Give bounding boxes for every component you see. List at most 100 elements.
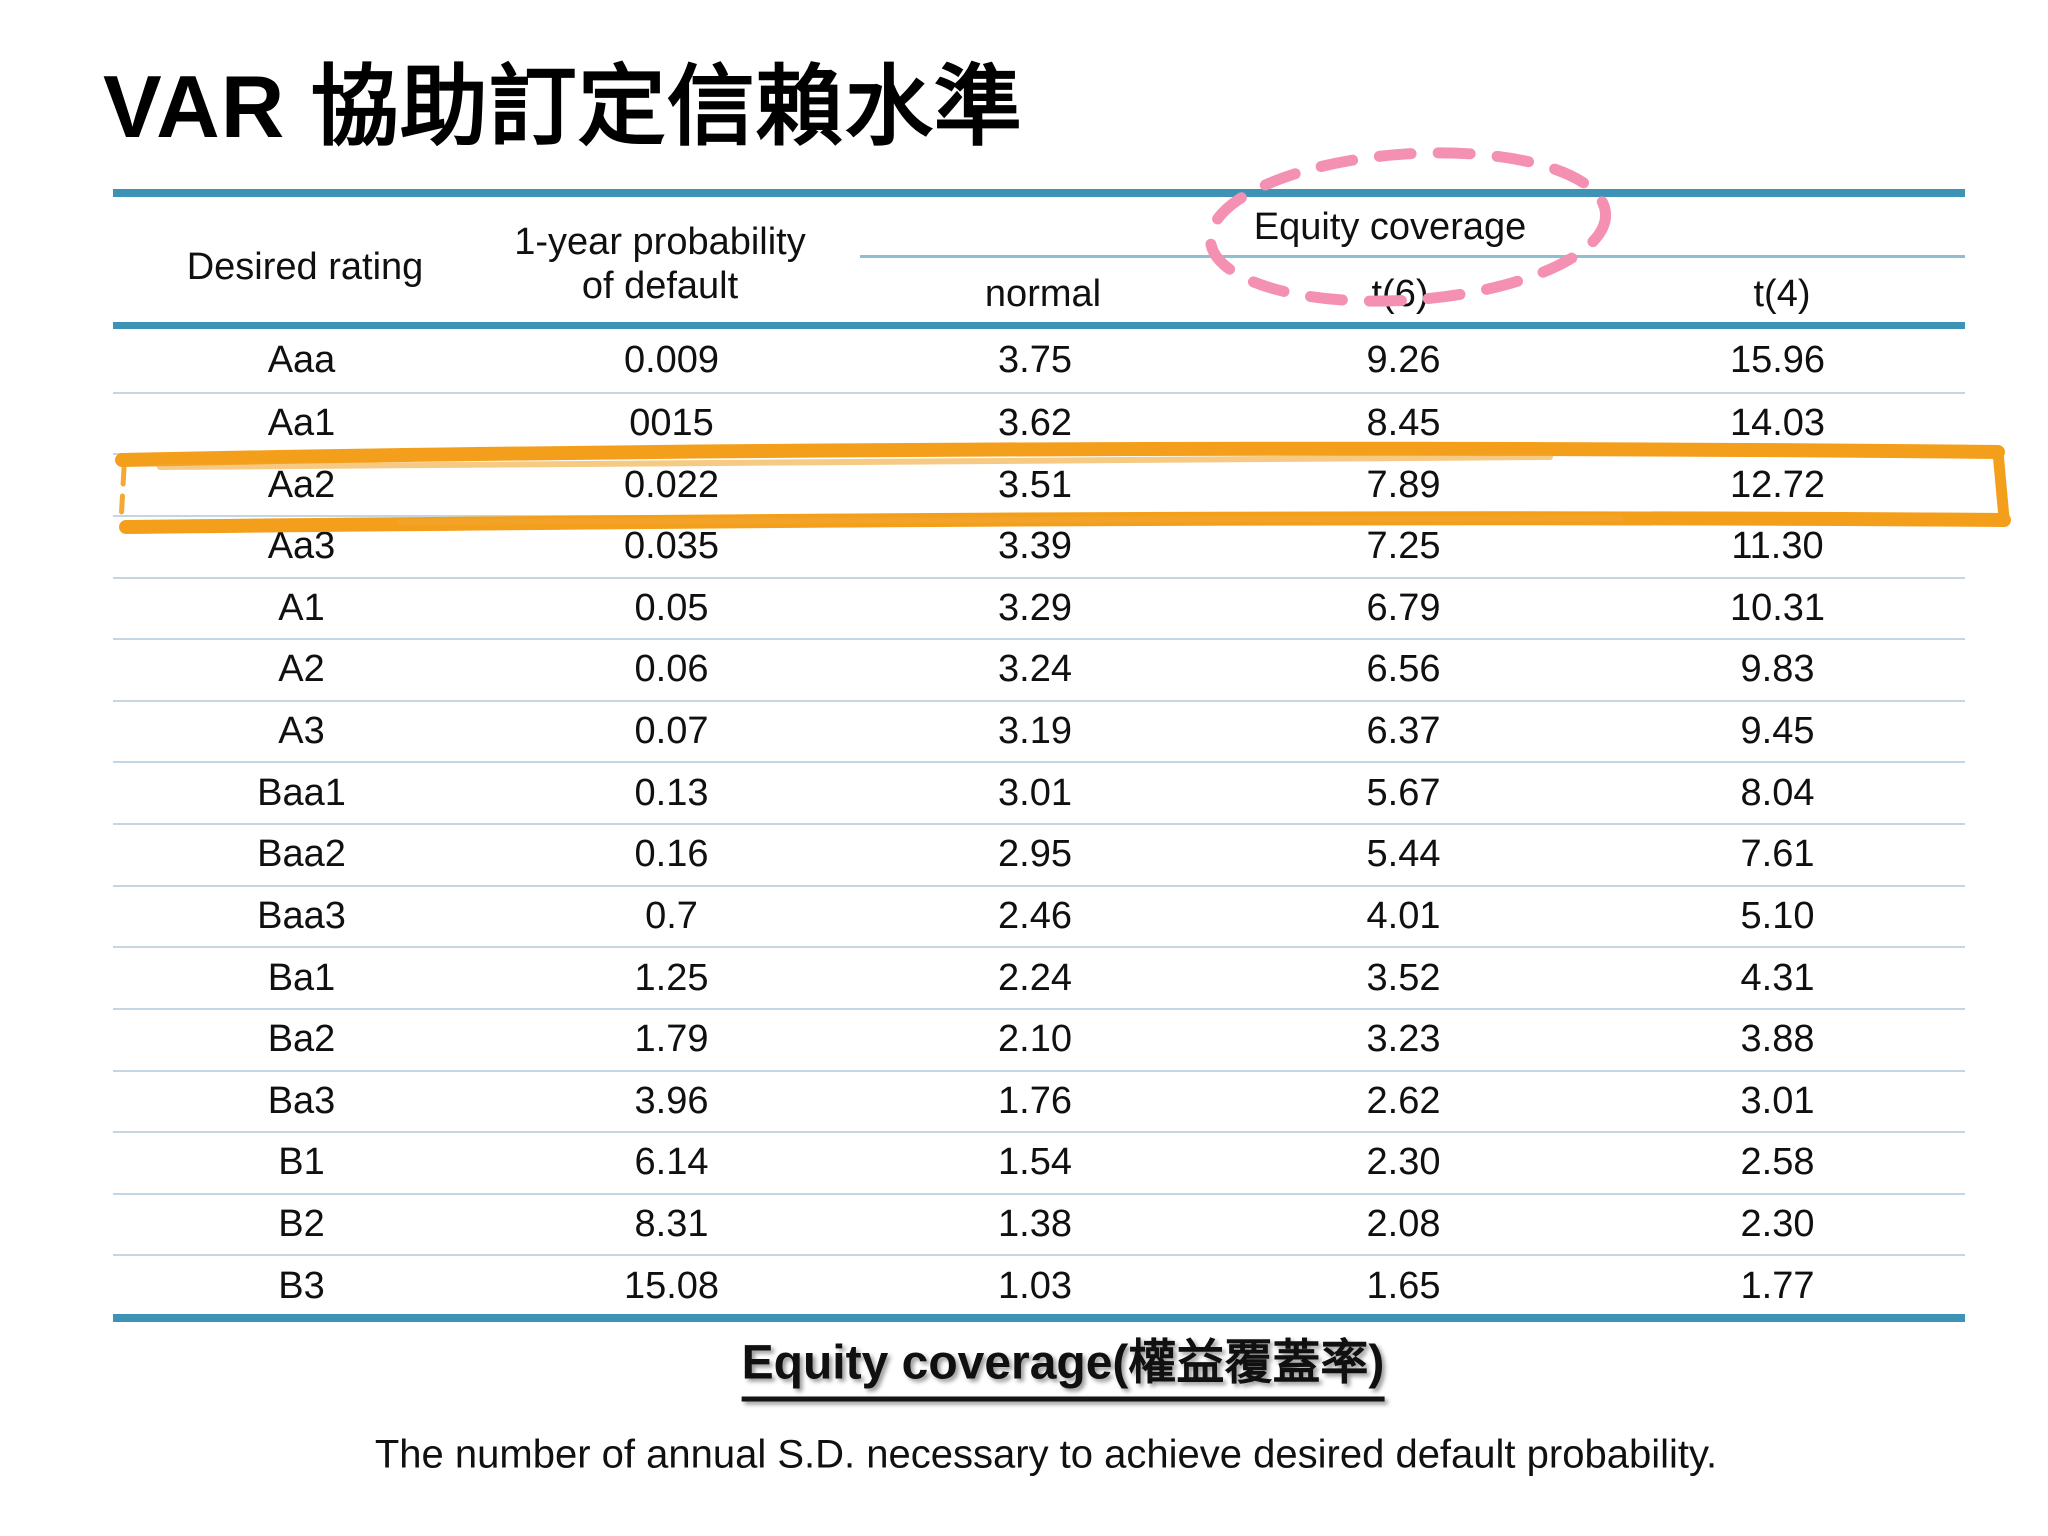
normal-cell: 1.54 — [998, 1141, 1072, 1184]
t6-cell: 7.89 — [1366, 463, 1441, 506]
t4-cell: 2.58 — [1740, 1141, 1815, 1184]
table-header-rule — [113, 322, 1965, 329]
t6-cell: 5.67 — [1366, 771, 1441, 814]
t4-cell: 10.31 — [1729, 586, 1826, 629]
table-row: Aa2 0.022 3.51 7.89 12.72 — [113, 453, 1965, 515]
rating-cell: A2 — [278, 648, 325, 691]
table-row: B3 15.08 1.03 1.65 1.77 — [113, 1254, 1965, 1316]
probability-cell: 1.79 — [634, 1018, 709, 1061]
probability-cell: 0.06 — [634, 648, 709, 691]
normal-cell: 3.62 — [998, 401, 1072, 444]
probability-cell: 0.13 — [634, 771, 709, 814]
t6-cell: 2.30 — [1366, 1141, 1441, 1184]
probability-cell: 1.25 — [634, 956, 709, 999]
table-row: Baa1 0.13 3.01 5.67 8.04 — [113, 761, 1965, 823]
normal-cell: 2.10 — [998, 1018, 1072, 1061]
normal-cell: 1.76 — [998, 1079, 1072, 1122]
normal-cell: 3.39 — [998, 525, 1072, 568]
t6-cell: 8.45 — [1366, 401, 1441, 444]
col-header-normal: normal — [984, 273, 1102, 315]
rating-cell: B2 — [278, 1203, 325, 1246]
probability-cell: 15.08 — [623, 1264, 720, 1307]
normal-cell: 2.95 — [998, 833, 1072, 876]
normal-cell: 2.24 — [998, 956, 1072, 999]
col-header-probability-line1: 1-year probability — [514, 221, 806, 263]
rating-cell: Baa1 — [257, 771, 346, 814]
col-header-equity-coverage: Equity coverage — [1253, 206, 1527, 248]
normal-cell: 3.19 — [998, 710, 1072, 753]
probability-cell: 0.009 — [623, 339, 720, 382]
rating-cell: Baa2 — [257, 833, 346, 876]
col-header-desired-rating: Desired rating — [186, 246, 424, 288]
t4-cell: 5.10 — [1740, 894, 1815, 937]
t6-cell: 2.62 — [1366, 1079, 1441, 1122]
t6-cell: 6.56 — [1366, 648, 1441, 691]
table-body: Aaa 0.009 3.75 9.26 15.96 Aa1 0015 3.62 8.45 14.0… — [113, 330, 1965, 1316]
t4-cell: 11.30 — [1731, 525, 1824, 568]
t4-cell: 14.03 — [1729, 401, 1826, 444]
probability-cell: 0.035 — [623, 525, 720, 568]
rating-cell: B3 — [278, 1264, 325, 1307]
t4-cell: 3.01 — [1740, 1079, 1815, 1122]
t4-cell: 12.72 — [1729, 463, 1826, 506]
rating-cell: Aaa — [267, 339, 336, 382]
t6-cell: 6.79 — [1366, 586, 1441, 629]
t4-cell: 15.96 — [1729, 339, 1826, 382]
t6-cell: 3.23 — [1366, 1018, 1441, 1061]
rating-cell: A3 — [278, 710, 325, 753]
normal-cell: 2.46 — [998, 894, 1072, 937]
normal-cell: 3.51 — [998, 463, 1072, 506]
t6-cell: 2.08 — [1366, 1203, 1441, 1246]
rating-cell: Aa3 — [267, 525, 336, 568]
equity-coverage-spanner-rule — [860, 255, 1965, 258]
rating-cell: Baa3 — [257, 894, 346, 937]
probability-cell: 3.96 — [634, 1079, 709, 1122]
t6-cell: 7.25 — [1366, 525, 1441, 568]
rating-cell: B1 — [278, 1141, 325, 1184]
probability-cell: 8.31 — [634, 1203, 709, 1246]
normal-cell: 3.75 — [998, 339, 1072, 382]
t6-cell: 6.37 — [1366, 710, 1441, 753]
probability-cell: 0.05 — [634, 586, 709, 629]
table-row: B2 8.31 1.38 2.08 2.30 — [113, 1192, 1965, 1255]
table-row: A3 0.07 3.19 6.37 9.45 — [113, 699, 1965, 762]
rating-cell: Aa2 — [267, 463, 336, 506]
table-row: Ba1 1.25 2.24 3.52 4.31 — [113, 946, 1965, 1008]
probability-cell: 0015 — [629, 401, 714, 444]
rating-cell: Ba1 — [267, 956, 336, 999]
col-header-probability-line2: of default — [581, 265, 739, 307]
slide-title: VAR 協助訂定信賴水準 — [103, 57, 1023, 156]
table-row: Baa2 0.16 2.95 5.44 7.61 — [113, 823, 1965, 885]
probability-cell: 0.022 — [623, 463, 720, 506]
col-header-t4: t(4) — [1753, 273, 1811, 315]
table-row: B1 6.14 1.54 2.30 2.58 — [113, 1131, 1965, 1193]
normal-cell: 3.01 — [998, 771, 1072, 814]
table-row: Aa1 0015 3.62 8.45 14.03 — [113, 391, 1965, 454]
table-top-rule — [113, 189, 1965, 197]
probability-cell: 0.16 — [634, 833, 709, 876]
normal-cell: 3.24 — [998, 648, 1072, 691]
t6-cell: 3.52 — [1366, 956, 1441, 999]
t4-cell: 4.31 — [1740, 956, 1815, 999]
rating-cell: A1 — [278, 586, 325, 629]
t6-cell: 1.65 — [1366, 1264, 1441, 1307]
probability-cell: 0.7 — [645, 894, 698, 937]
t4-cell: 9.83 — [1740, 648, 1815, 691]
rating-cell: Aa1 — [267, 401, 336, 444]
equity-coverage-caption: Equity coverage(權益覆蓋率) — [741, 1323, 1385, 1402]
table-bottom-rule — [113, 1314, 1965, 1322]
t6-cell: 4.01 — [1366, 894, 1441, 937]
t4-cell: 9.45 — [1740, 710, 1815, 753]
normal-cell: 1.03 — [998, 1264, 1072, 1307]
t4-cell: 2.30 — [1740, 1203, 1815, 1246]
rating-cell: Ba3 — [267, 1079, 336, 1122]
table-row: A1 0.05 3.29 6.79 10.31 — [113, 576, 1965, 639]
t6-cell: 9.26 — [1366, 339, 1441, 382]
t4-cell: 3.88 — [1740, 1018, 1815, 1061]
t6-cell: 5.44 — [1366, 833, 1441, 876]
t4-cell: 7.61 — [1740, 833, 1815, 876]
table-row: Aaa 0.009 3.75 9.26 15.96 — [113, 330, 1965, 392]
normal-cell: 3.29 — [998, 586, 1072, 629]
table-row: Baa3 0.7 2.46 4.01 5.10 — [113, 884, 1965, 947]
